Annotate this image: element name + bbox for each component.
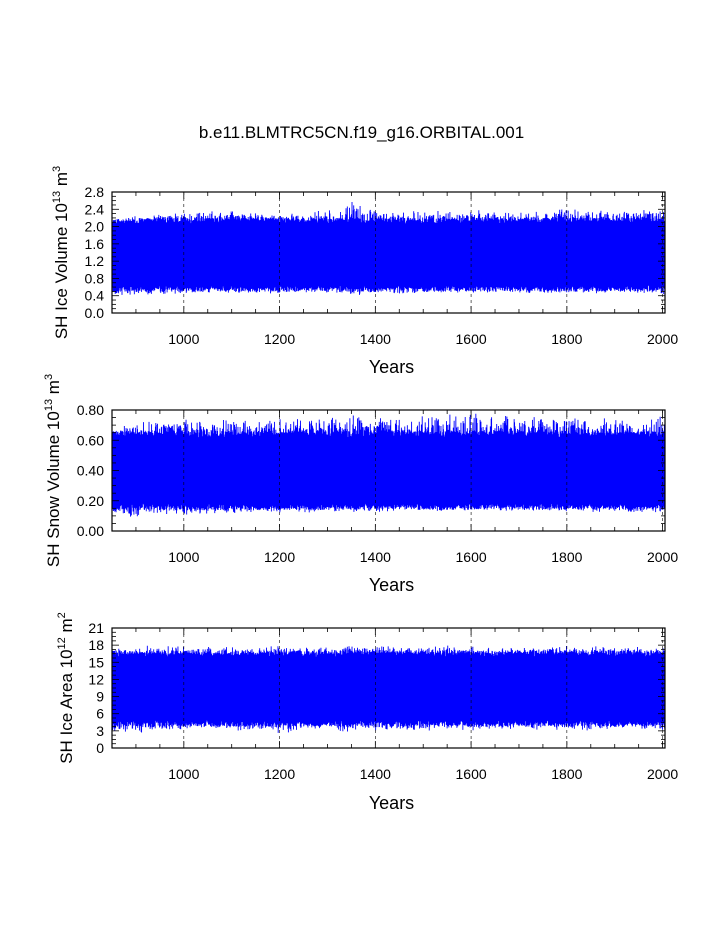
x-tick-label: 1800	[551, 331, 582, 347]
y-tick-label: 1.6	[85, 236, 105, 252]
y-tick-label: 9	[96, 689, 104, 705]
series-line	[112, 202, 665, 295]
chart-panel-1: 1000 1200 1400 1600 1800 20000.00.40.81.21.62…	[51, 166, 678, 377]
x-tick-label: 1400	[360, 331, 391, 347]
x-axis-label: Years	[369, 575, 414, 595]
y-axis-label: SH Ice Volume 1013 m3	[51, 166, 71, 339]
x-tick-label: 1000	[168, 766, 199, 782]
y-tick-label: 2.8	[85, 184, 105, 200]
y-tick-label: 0.60	[77, 432, 104, 448]
y-axis-label: SH Ice Area 1012 m2	[56, 612, 76, 764]
y-tick-label: 0.8	[85, 270, 105, 286]
x-tick-label: 1200	[264, 766, 295, 782]
x-tick-label: 1000	[168, 331, 199, 347]
figure-title: b.e11.BLMTRC5CN.f19_g16.ORBITAL.001	[198, 123, 525, 142]
x-tick-label: 1400	[360, 766, 391, 782]
y-tick-label: 12	[88, 671, 104, 687]
y-tick-label: 0.40	[77, 463, 104, 479]
series-line	[112, 413, 665, 517]
x-tick-label: 2000	[647, 549, 678, 565]
x-tick-label: 1400	[360, 549, 391, 565]
y-tick-label: 1.2	[85, 253, 105, 269]
y-tick-label: 6	[96, 706, 104, 722]
x-axis-label: Years	[369, 357, 414, 377]
x-tick-label: 1600	[456, 331, 487, 347]
x-tick-label: 2000	[647, 766, 678, 782]
y-tick-label: 0.20	[77, 493, 104, 509]
y-tick-label: 18	[88, 637, 104, 653]
chart-panel-2: 1000 1200 1400 1600 1800 2000 0.00 0.20 0.40 0.60…	[43, 374, 678, 595]
series-line	[112, 645, 665, 733]
y-tick-label: 0.80	[77, 402, 104, 418]
y-tick-label: 0.4	[85, 288, 105, 304]
y-tick-label: 15	[88, 654, 104, 670]
y-tick-label: 0.00	[77, 523, 104, 539]
x-tick-label: 1800	[551, 766, 582, 782]
x-tick-label: 1200	[264, 549, 295, 565]
x-tick-label: 1200	[264, 331, 295, 347]
y-tick-label: 2.4	[85, 201, 105, 217]
y-tick-label: 0	[96, 740, 104, 756]
x-tick-label: 1600	[456, 766, 487, 782]
x-tick-label: 2000	[647, 331, 678, 347]
y-axis-label: SH Snow Volume 1013 m3	[43, 374, 63, 567]
x-axis-label: Years	[369, 793, 414, 813]
y-tick-label: 0.0	[85, 305, 105, 321]
x-tick-label: 1000	[168, 549, 199, 565]
x-tick-label: 1800	[551, 549, 582, 565]
y-tick-label: 2.0	[85, 219, 105, 235]
y-tick-label: 21	[88, 620, 104, 636]
x-tick-label: 1600	[456, 549, 487, 565]
y-tick-label: 3	[96, 723, 104, 739]
